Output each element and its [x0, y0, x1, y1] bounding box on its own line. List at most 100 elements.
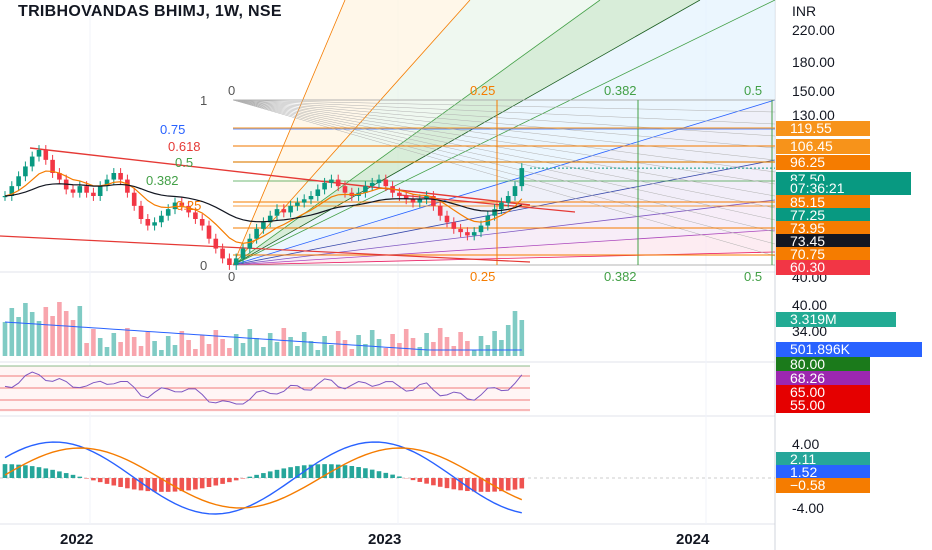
- macd-histogram-bar: [512, 478, 518, 490]
- candle-body: [84, 186, 89, 193]
- volume-ma-tag: 501.896K: [776, 342, 922, 357]
- candle-body: [16, 176, 21, 187]
- macd-histogram-bar: [308, 464, 314, 478]
- grid-ray-11: [232, 99, 776, 233]
- macd-histogram-bar: [410, 478, 416, 481]
- rsi-tag-65: 65.00: [776, 385, 870, 400]
- volume-bar: [315, 350, 321, 356]
- volume-bar: [261, 347, 266, 356]
- countdown-tag: 07:36:21: [776, 181, 911, 195]
- candle-body: [315, 189, 321, 196]
- price-tag-60-30: 60.30: [776, 260, 870, 275]
- volume-bar: [471, 350, 477, 356]
- volume-bar: [499, 340, 504, 356]
- fan-top-0: 0: [228, 83, 236, 98]
- volume-bar: [16, 317, 21, 356]
- volume-bar: [77, 306, 83, 356]
- macd-histogram-bar: [519, 478, 525, 489]
- price-tick-220: 220.00: [792, 22, 835, 38]
- candle-body: [199, 219, 205, 226]
- macd-histogram-bar: [23, 465, 28, 478]
- grid-ray-2: [232, 99, 776, 125]
- fan-line-6: [232, 159, 776, 266]
- rsi-tag-value: 68.26: [776, 371, 870, 386]
- macd-histogram-bar: [63, 473, 69, 478]
- volume-bar: [376, 339, 382, 356]
- volume-bar: [390, 334, 395, 356]
- fan-line-9: [232, 251, 776, 266]
- macd-histogram-bar: [131, 478, 137, 490]
- volume-bar: [403, 329, 409, 356]
- macd-histogram-bar: [465, 478, 470, 492]
- macd-histogram-bar: [424, 478, 429, 484]
- volume-bar: [70, 320, 76, 356]
- ema-line: [4, 170, 523, 244]
- candle-body: [138, 205, 144, 219]
- volume-bar: [288, 337, 293, 356]
- volume-bar: [63, 311, 69, 356]
- macd-histogram-bar: [91, 478, 96, 481]
- candle-body: [186, 205, 191, 213]
- volume-bar: [322, 336, 327, 356]
- macd-histogram-bar: [478, 478, 484, 492]
- macd-histogram-bar: [233, 478, 239, 481]
- volume-tag: 3.319M: [776, 312, 896, 327]
- macd-histogram-bar: [471, 478, 477, 492]
- candle-body: [335, 179, 341, 187]
- macd-histogram-bar: [213, 478, 219, 486]
- candle-body: [437, 205, 443, 216]
- grid-ray-9: [232, 99, 776, 209]
- macd-histogram-bar: [77, 476, 83, 478]
- grid-ray-3: [232, 99, 776, 137]
- grid-ray-4: [232, 99, 776, 149]
- candle-body: [431, 196, 436, 206]
- volume-bar: [240, 343, 246, 356]
- candle-body: [165, 209, 171, 216]
- macd-histogram-bar: [315, 464, 321, 478]
- macd-tag-macd: 1.52: [776, 465, 870, 480]
- volume-bar: [159, 350, 164, 356]
- candle-body: [465, 232, 470, 236]
- candle-body: [131, 192, 137, 206]
- macd-histogram-bar: [363, 468, 368, 478]
- trendline-lower: [0, 235, 531, 263]
- volume-bar: [23, 303, 28, 356]
- volume-bar: [308, 341, 314, 356]
- volume-bar: [111, 333, 117, 356]
- grid-ray-7: [232, 99, 776, 185]
- grid-ray-12: [232, 99, 776, 245]
- grid-ray-6: [232, 99, 776, 173]
- fib-label-1: 1: [200, 93, 208, 108]
- candle-body: [424, 196, 429, 200]
- price-tag-106-45: 106.45: [776, 139, 870, 154]
- candle-body: [342, 186, 348, 193]
- rsi-line: [4, 371, 523, 405]
- candle-body: [471, 232, 477, 236]
- candle-body: [274, 209, 280, 216]
- macd-histogram-bar: [335, 464, 341, 478]
- macd-histogram-bar: [125, 478, 130, 489]
- macd-signal-line: [4, 447, 523, 509]
- macd-histogram-bar: [29, 466, 35, 478]
- candle-body: [36, 150, 42, 157]
- candle-body: [444, 215, 450, 223]
- volume-bar: [417, 347, 423, 356]
- fan-top-025: 0.25: [470, 83, 496, 98]
- macd-histogram-bar: [145, 478, 151, 492]
- macd-histogram-bar: [322, 464, 327, 478]
- x-tick-2023: 2023: [368, 531, 402, 548]
- candle-body: [179, 202, 185, 206]
- volume-bar: [104, 347, 110, 356]
- price-tag-96-25: 96.25: [776, 155, 870, 170]
- macd-histogram-bar: [437, 478, 443, 487]
- macd-histogram-bar: [43, 468, 49, 478]
- candle-body: [397, 192, 402, 196]
- volume-bar: [145, 332, 151, 356]
- macd-histogram-bar: [172, 478, 178, 492]
- macd-histogram-bar: [397, 476, 402, 478]
- macd-histogram-bar: [16, 464, 21, 478]
- volume-bar: [199, 335, 205, 356]
- volume-bar: [301, 332, 307, 356]
- candle-body: [70, 189, 76, 193]
